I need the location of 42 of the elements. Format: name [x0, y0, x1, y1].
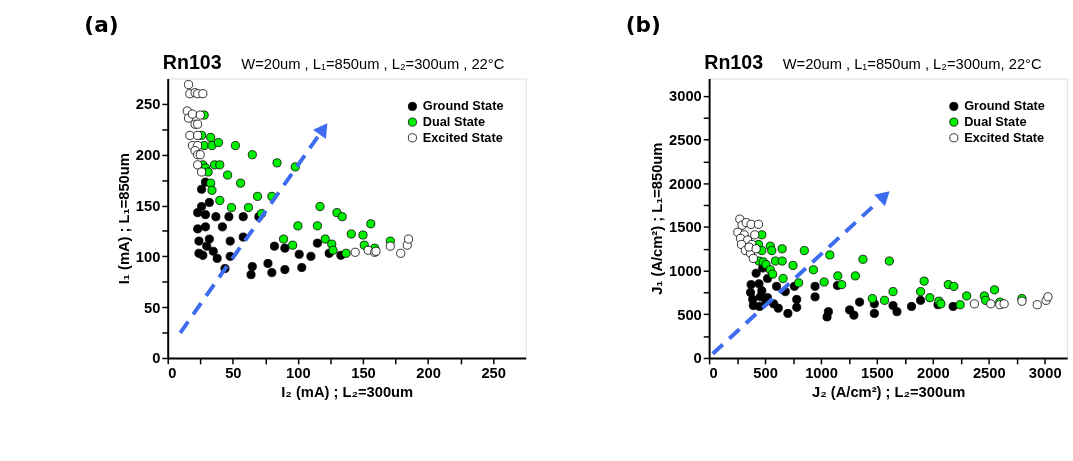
chart-title: Rn103 [162, 50, 222, 73]
x-tick-label: 1000 [805, 365, 838, 382]
x-axis-title: I₂ (mA) ; L₂=300um [281, 383, 414, 400]
y-tick-label: 150 [135, 197, 161, 214]
y-tick-label: 3000 [669, 88, 702, 105]
y-tick-label: 200 [135, 147, 161, 164]
y-tick-label: 1500 [669, 219, 702, 236]
x-tick-label: 0 [168, 365, 177, 382]
legend-label: Dual State [422, 114, 486, 130]
chart-subtitle: W=20um , L₁=850um , L₂=300um, 22°C [782, 55, 1042, 72]
y-tick-label: 50 [144, 299, 161, 316]
x-tick-label: 2500 [972, 365, 1006, 382]
legend-label: Dual State [964, 114, 1027, 130]
y-tick-label: 2500 [669, 132, 702, 149]
legend-label: Excited State [964, 129, 1045, 145]
x-tick-label: 500 [753, 365, 778, 382]
text: (b) [625, 12, 661, 38]
legend-label: Ground State [422, 98, 504, 114]
x-tick-label: 50 [225, 365, 242, 382]
y-tick-label: 0 [152, 350, 161, 367]
x-tick-label: 3000 [1028, 365, 1062, 382]
y-tick-label: 0 [693, 350, 702, 367]
y-tick-label: 2000 [669, 175, 702, 192]
y-tick-label: 100 [135, 248, 161, 265]
x-tick-label: 150 [351, 365, 376, 382]
chart-title: Rn103 [704, 50, 764, 73]
x-tick-label: 0 [709, 365, 718, 382]
chart-subtitle: W=20um , L₁=850um , L₂=300um , 22°C [241, 55, 505, 72]
x-tick-label: 2000 [917, 365, 950, 382]
text: (a) [84, 12, 119, 38]
legend-label: Excited State [422, 129, 503, 145]
x-tick-label: 100 [286, 365, 311, 382]
x-tick-label: 1500 [861, 365, 894, 382]
x-tick-label: 200 [416, 365, 441, 382]
x-axis-title: J₂ (A/cm²) ; L₂=300um [812, 383, 966, 400]
y-tick-label: 1000 [669, 263, 702, 280]
y-axis-title: I₁ (mA) ; L₁=850um [115, 153, 132, 285]
x-tick-label: 250 [481, 365, 506, 382]
y-tick-label: 250 [135, 96, 161, 113]
y-axis-title: J₁ (A/cm²) ; L₁=850um [649, 142, 666, 295]
legend-label: Ground State [964, 98, 1045, 114]
y-tick-label: 500 [677, 306, 702, 323]
